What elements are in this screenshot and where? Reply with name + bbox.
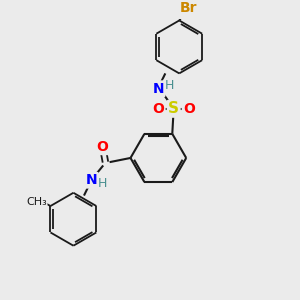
Text: O: O [97,140,109,154]
Text: H: H [98,176,107,190]
Text: H: H [164,80,174,92]
Text: N: N [86,173,97,187]
Text: O: O [183,102,195,116]
Text: CH₃: CH₃ [26,197,47,207]
Text: S: S [168,101,179,116]
Text: N: N [152,82,164,96]
Text: O: O [152,102,164,116]
Text: Br: Br [180,1,198,15]
